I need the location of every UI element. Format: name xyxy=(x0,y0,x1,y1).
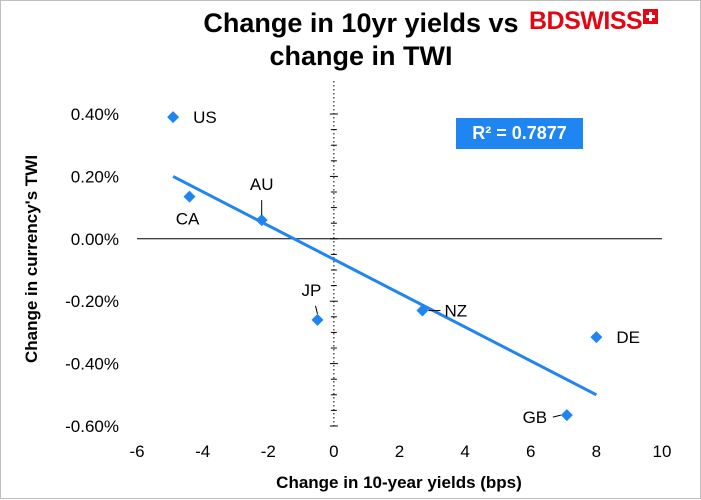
leader-line xyxy=(552,414,561,418)
x-tick-label: 6 xyxy=(526,442,535,461)
x-tick-label: 8 xyxy=(592,442,601,461)
point-label-ca: CA xyxy=(176,210,200,229)
point-label-gb: GB xyxy=(523,408,548,427)
r-squared-badge: R² = 0.7877 xyxy=(456,118,583,149)
point-label-nz: NZ xyxy=(444,302,467,321)
swiss-cross-icon xyxy=(643,8,659,24)
y-tick-label: 0.00% xyxy=(71,230,119,249)
chart-title-line2: change in TWI xyxy=(269,41,453,71)
x-tick-label: -4 xyxy=(195,442,210,461)
x-axis-title: Change in 10-year yields (bps) xyxy=(276,473,522,492)
chart-title-line1: Change in 10yr yields vs xyxy=(203,8,519,38)
x-tick-label: 4 xyxy=(460,442,469,461)
x-tick-label: 0 xyxy=(329,442,338,461)
data-point-nz xyxy=(416,304,429,317)
data-point-jp xyxy=(311,313,324,326)
x-tick-label: 10 xyxy=(653,442,672,461)
point-label-de: DE xyxy=(616,328,640,347)
x-tick-label: -2 xyxy=(261,442,276,461)
trendline xyxy=(172,175,598,397)
data-point-us xyxy=(167,111,180,124)
chart-title: Change in 10yr yields vs change in TWI xyxy=(151,7,571,73)
point-label-us: US xyxy=(193,108,217,127)
y-tick-label: 0.20% xyxy=(71,167,119,186)
y-axis-title: Change in currency's TWI xyxy=(22,155,41,363)
bdswiss-logo: BDSWISS xyxy=(529,6,659,35)
data-point-de xyxy=(590,331,603,344)
logo-text: BDSWISS xyxy=(529,6,643,35)
y-tick-label: -0.60% xyxy=(65,417,119,436)
y-tick-label: -0.40% xyxy=(65,355,119,374)
data-point-ca xyxy=(183,190,196,203)
data-point-gb xyxy=(560,409,573,422)
point-label-jp: JP xyxy=(302,281,322,300)
x-tick-label: 2 xyxy=(395,442,404,461)
leader-line xyxy=(314,305,318,315)
data-point-au xyxy=(255,214,268,227)
x-tick-label: -6 xyxy=(129,442,144,461)
y-tick-label: -0.20% xyxy=(65,292,119,311)
point-label-au: AU xyxy=(250,175,274,194)
y-tick-label: 0.40% xyxy=(71,105,119,124)
